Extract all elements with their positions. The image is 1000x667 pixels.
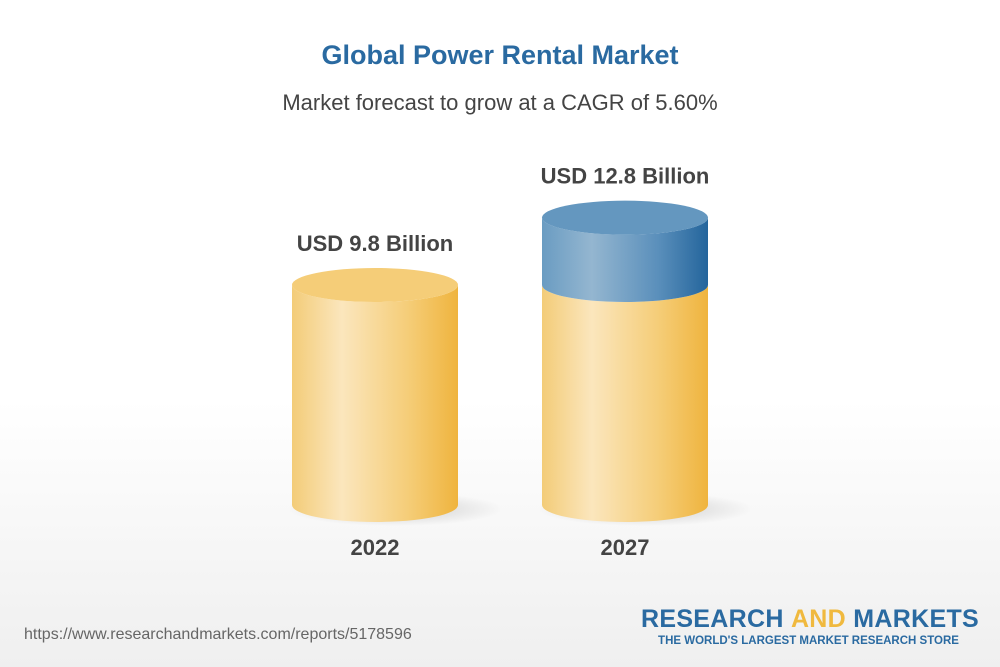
cylinder-growth-2027 <box>542 217 708 302</box>
cylinder-top-2027 <box>542 200 708 235</box>
cylinder-chart: USD 9.8 Billion 2022 USD 12.8 Billion 2027 <box>287 164 753 560</box>
category-label: 2027 <box>601 535 650 560</box>
data-label: USD 9.8 Billion <box>297 231 453 256</box>
category-label: 2022 <box>351 535 400 560</box>
chart-title: Global Power Rental Market <box>321 40 679 70</box>
chart-subtitle: Market forecast to grow at a CAGR of 5.6… <box>282 90 718 115</box>
research-and-markets-logo: RESEARCH AND MARKETS THE WORLD'S LARGEST… <box>641 605 979 647</box>
cylinder-base-2027 <box>542 285 708 522</box>
cylinder-top-2022 <box>292 268 458 302</box>
cylinder-base-2022 <box>292 285 458 522</box>
data-label: USD 12.8 Billion <box>541 164 710 189</box>
source-url[interactable]: https://www.researchandmarkets.com/repor… <box>24 626 412 643</box>
